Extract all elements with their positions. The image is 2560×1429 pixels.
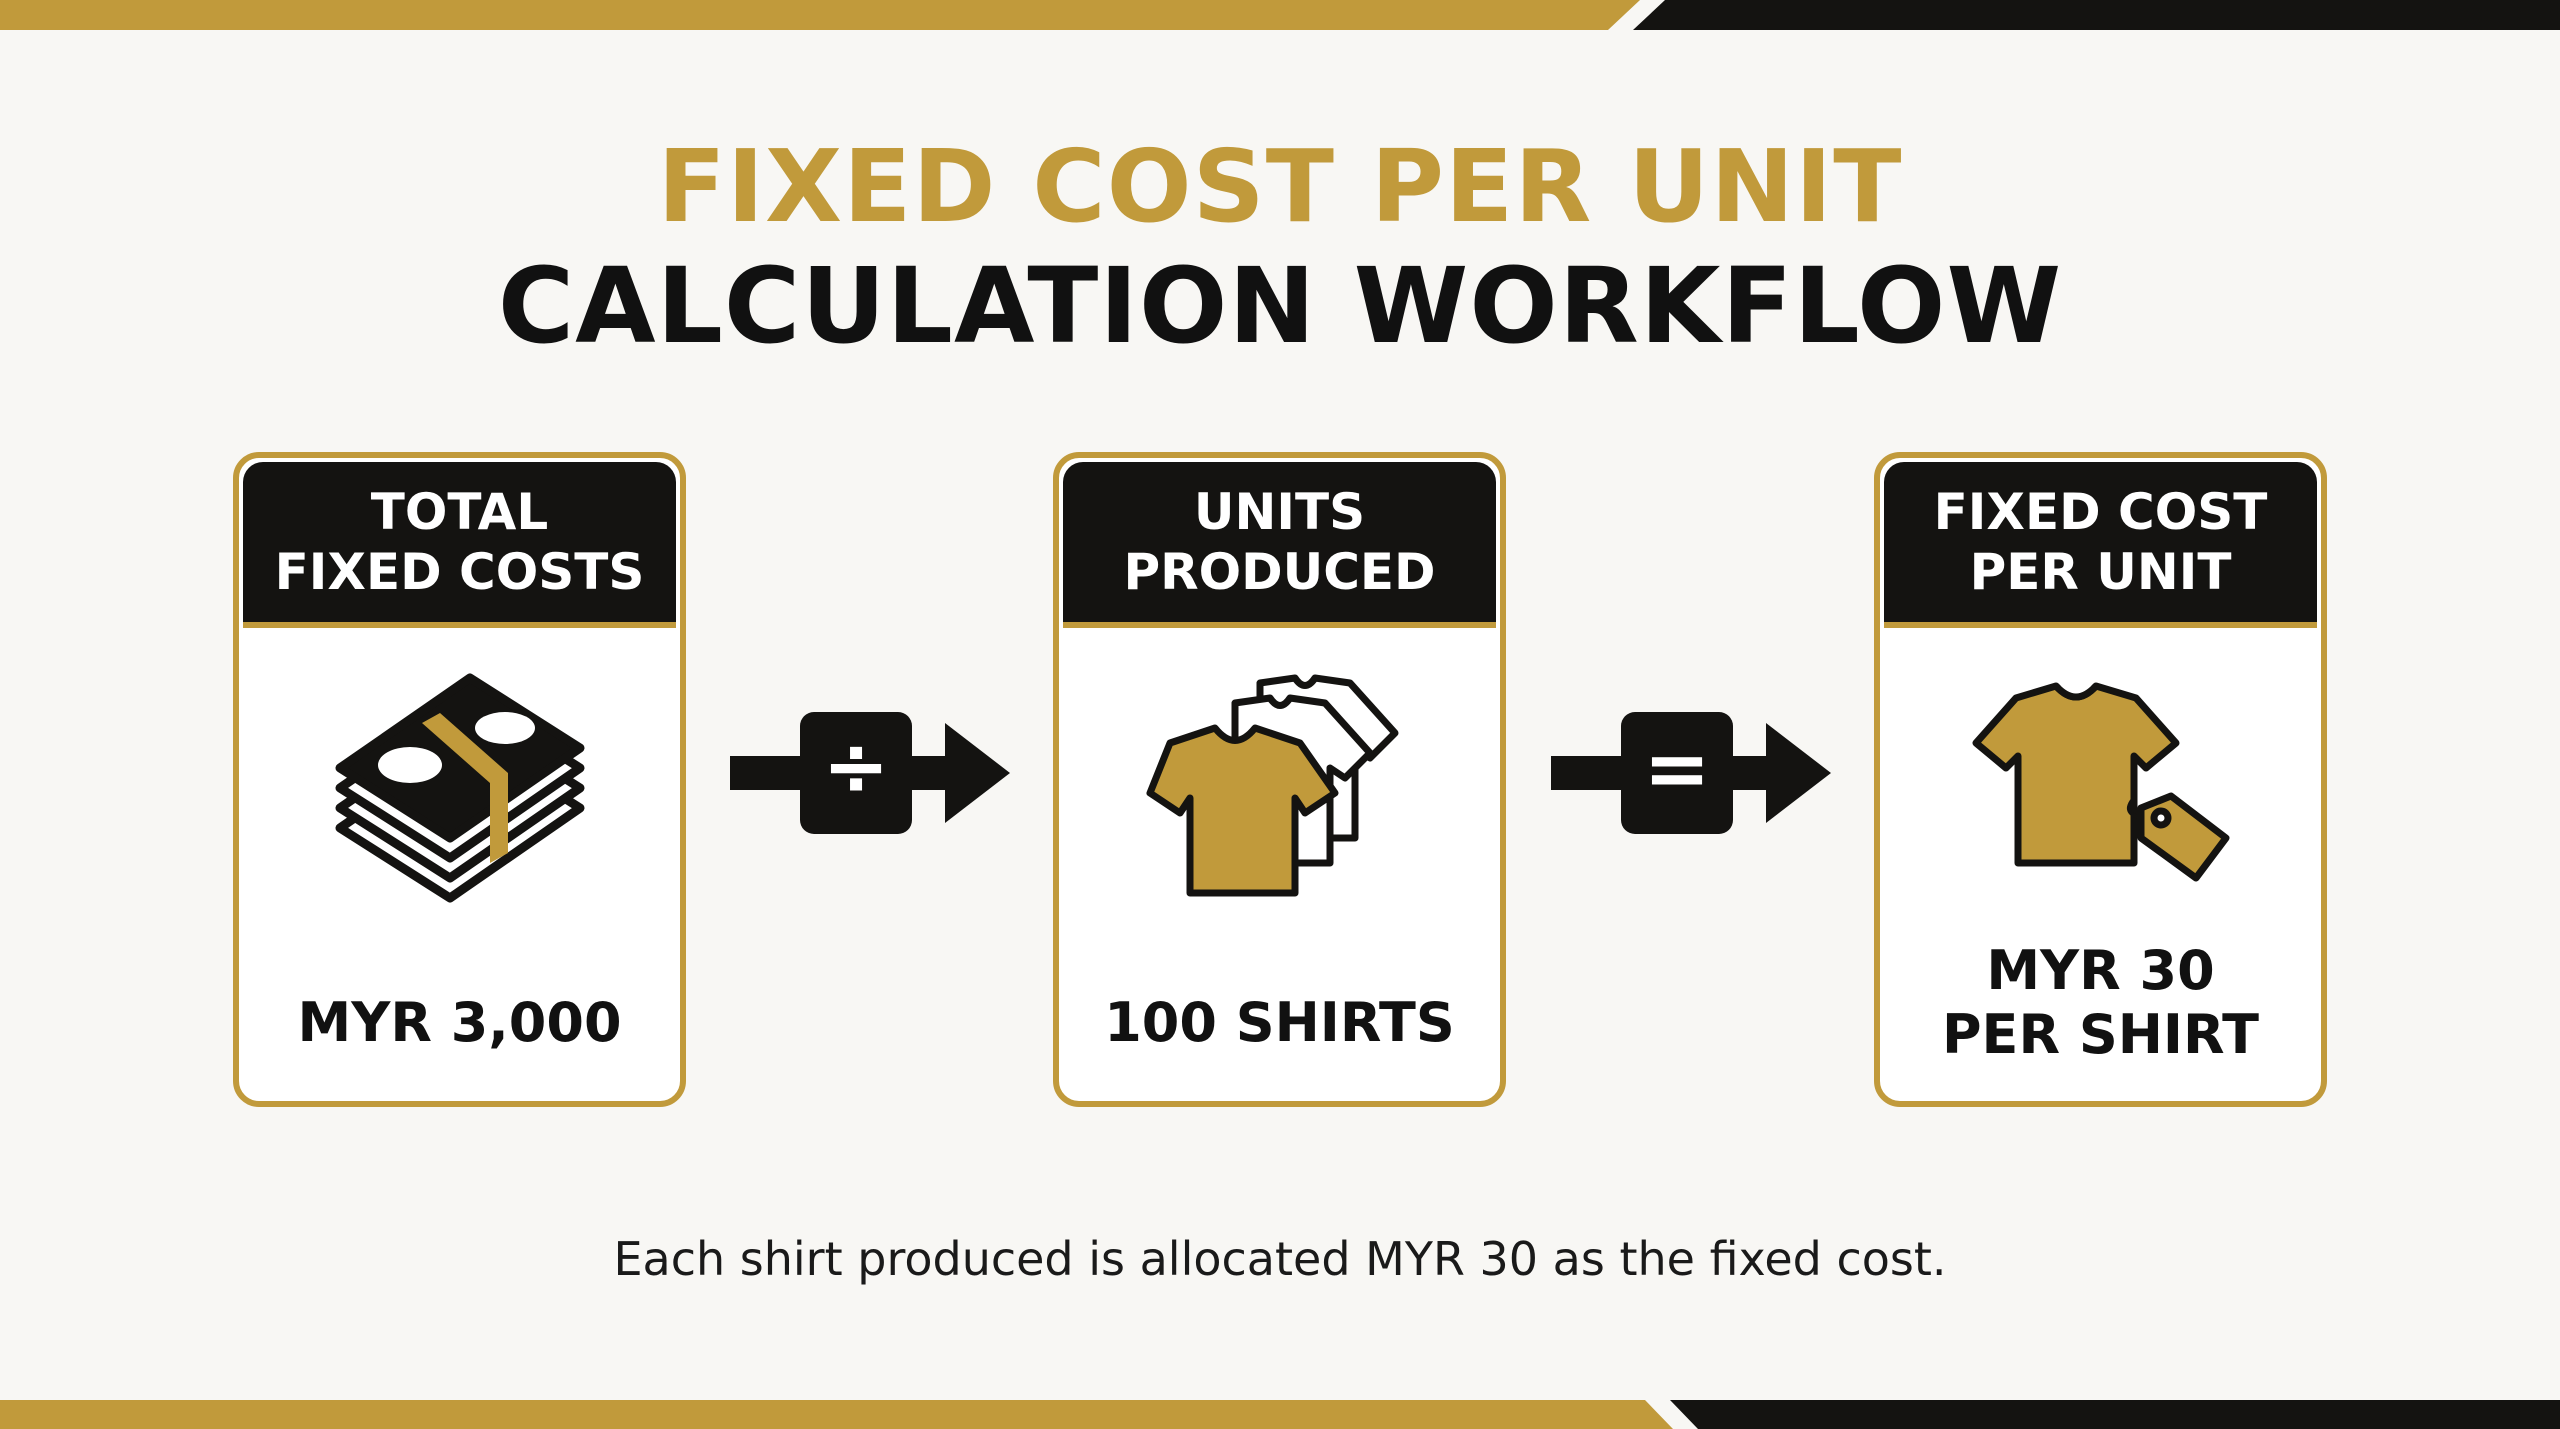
- card-header-line-1: UNITS: [1193, 483, 1366, 541]
- title-line-1: FIXED COST PER UNIT: [657, 128, 1903, 245]
- equals-arrow-icon: =: [1551, 712, 1831, 834]
- card-units-produced: UNITS PRODUCED 100 SHIRTS: [1053, 452, 1506, 1107]
- card-value: MYR 30 PER SHIRT: [1880, 938, 2321, 1068]
- card-header-line-1: TOTAL: [370, 483, 549, 541]
- card-header: FIXED COST PER UNIT: [1884, 462, 2317, 628]
- card-header-line-2: FIXED COSTS: [274, 543, 645, 601]
- card-value: 100 SHIRTS: [1059, 958, 1500, 1088]
- card-header-line-1: FIXED COST: [1933, 483, 2268, 541]
- card-total-fixed-costs: TOTAL FIXED COSTS MYR 3,000: [233, 452, 686, 1107]
- card-value-line-1: MYR 30: [1986, 939, 2215, 1002]
- shirt-price-tag-icon: [1972, 682, 2229, 882]
- card-header-line-2: PER UNIT: [1969, 543, 2232, 601]
- card-fixed-cost-per-unit: FIXED COST PER UNIT MYR 30 PER SHIRT: [1874, 452, 2327, 1107]
- card-value-line-1: 100 SHIRTS: [1104, 991, 1455, 1054]
- equals-symbol: =: [1643, 722, 1710, 815]
- divide-symbol: ÷: [822, 720, 889, 813]
- card-value-line-1: MYR 3,000: [297, 991, 622, 1054]
- money-stack-icon: [335, 673, 584, 903]
- divide-arrow-icon: ÷: [730, 712, 1010, 834]
- card-value: MYR 3,000: [239, 958, 680, 1088]
- card-header-line-2: PRODUCED: [1123, 543, 1436, 601]
- top-decor-bar: [0, 0, 2560, 30]
- card-header: TOTAL FIXED COSTS: [243, 462, 676, 628]
- shirts-stack-icon: [1146, 674, 1398, 897]
- card-header: UNITS PRODUCED: [1063, 462, 1496, 628]
- caption: Each shirt produced is allocated MYR 30 …: [613, 1232, 1947, 1286]
- card-value-line-2: PER SHIRT: [1941, 1003, 2259, 1066]
- bottom-decor-bar: [0, 1400, 2560, 1429]
- title-line-2: CALCULATION WORKFLOW: [497, 245, 2063, 367]
